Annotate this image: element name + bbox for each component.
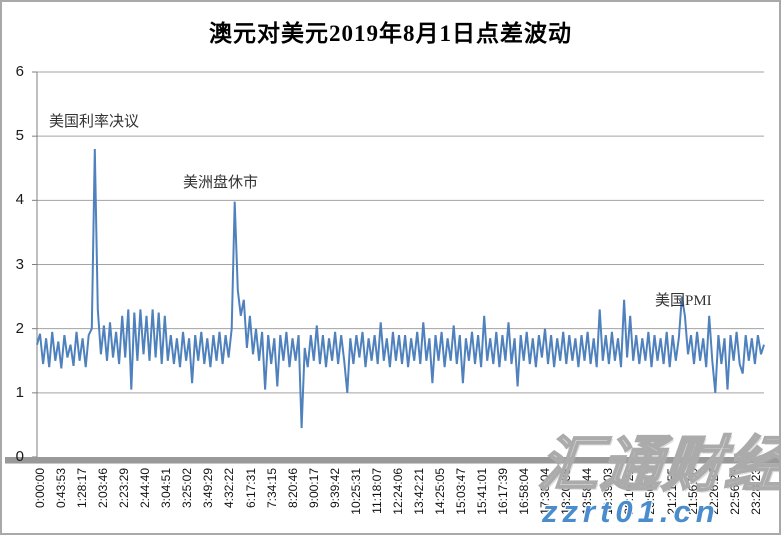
x-tick-label: 23:28:23 — [748, 468, 763, 515]
chart-title: 澳元对美元2019年8月1日点差波动 — [209, 21, 572, 46]
y-tick-label: 1 — [15, 383, 24, 401]
x-tick-label: 4:32:22 — [222, 468, 237, 509]
x-tick-label: 2:23:29 — [117, 468, 132, 509]
x-tick-label: 15:41:01 — [475, 468, 490, 515]
y-tick-label: 0 — [15, 448, 24, 465]
x-tick-label: 11:18:07 — [369, 468, 384, 514]
x-tick-label: 3:49:29 — [201, 468, 216, 509]
annotation-label: 美国利率决议 — [49, 114, 140, 130]
y-tick-label: 5 — [15, 127, 24, 145]
x-tick-label: 18:58:44 — [580, 468, 595, 515]
x-tick-label: 18:20:08 — [559, 468, 574, 515]
x-tick-label: 9:00:17 — [306, 468, 321, 509]
annotation-label: 美洲盘休市 — [183, 175, 259, 191]
x-tick-label: 21:21:55 — [664, 468, 679, 515]
x-tick-label: 13:42:21 — [411, 468, 426, 515]
x-tick-label: 12:24:06 — [390, 468, 405, 515]
x-tick-label: 9:39:42 — [327, 468, 342, 509]
y-tick-label: 6 — [15, 63, 24, 80]
annotation-label: 美国PMI — [655, 293, 712, 309]
x-tick-label: 8:20:46 — [285, 468, 300, 509]
x-tick-label: 20:16:21 — [622, 468, 637, 515]
x-tick-label: 19:39:03 — [601, 468, 616, 515]
x-tick-label: 7:34:15 — [264, 468, 279, 509]
y-tick-label: 4 — [15, 191, 24, 209]
y-tick-label: 3 — [15, 255, 24, 273]
x-tick-label: 1:28:17 — [75, 468, 90, 509]
x-tick-label: 17:38:04 — [538, 468, 553, 515]
x-tick-label: 22:26:27 — [706, 468, 721, 515]
x-tick-label: 15:03:47 — [454, 468, 468, 515]
y-tick-label: 2 — [15, 319, 24, 337]
x-tick-label: 21:56:50 — [685, 468, 700, 515]
x-tick-label: 6:17:31 — [243, 468, 258, 509]
x-tick-label: 20:50:41 — [643, 468, 658, 515]
x-tick-label: 16:17:39 — [496, 468, 511, 515]
x-tick-label: 16:58:04 — [517, 468, 532, 515]
x-tick-label: 0:43:53 — [54, 468, 69, 509]
x-tick-label: 3:25:02 — [180, 468, 195, 509]
x-tick-label: 10:25:31 — [348, 468, 363, 515]
x-tick-label: 0:00:00 — [33, 468, 47, 509]
x-tick-label: 3:04:51 — [159, 468, 174, 509]
x-tick-label: 14:25:05 — [432, 468, 447, 515]
x-tick-label: 22:56:27 — [727, 468, 742, 515]
x-tick-label: 2:03:46 — [96, 468, 111, 509]
x-tick-label: 2:44:40 — [138, 468, 153, 509]
